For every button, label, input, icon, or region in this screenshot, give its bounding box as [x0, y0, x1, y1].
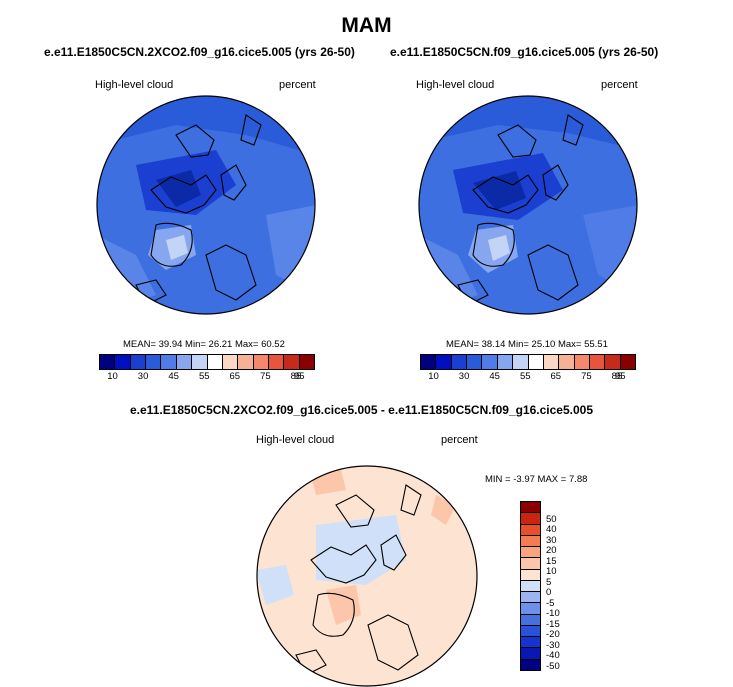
colorbar-swatch [521, 569, 540, 581]
panel-2-colorbar-labels: 10 30 45 55 65 75 85 95 [420, 371, 640, 383]
colorbar-swatch [521, 513, 540, 525]
colorbar-label: 50 [546, 513, 557, 525]
colorbar-swatch [521, 558, 540, 570]
colorbar-label: 75 [260, 371, 271, 382]
colorbar-swatch [161, 355, 177, 369]
colorbar-swatch [543, 355, 560, 369]
colorbar-label: 30 [458, 371, 470, 382]
colorbar-swatch [521, 603, 540, 615]
colorbar-label: -20 [546, 629, 560, 640]
panel-1-variable: High-level cloud [95, 79, 174, 91]
colorbar-label: 75 [581, 371, 592, 382]
colorbar-swatch [130, 355, 147, 369]
colorbar-label: 20 [546, 545, 557, 556]
colorbar-swatch [521, 524, 540, 536]
colorbar-swatch [238, 355, 254, 369]
panel-2-run-title: e.e11.E1850C5CN.f09_g16.cice5.005 (yrs 2… [390, 45, 659, 59]
colorbar-label: 85 [290, 371, 302, 382]
panel-1-colorbar [99, 354, 315, 370]
page-title: MAM [341, 14, 392, 37]
colorbar-swatch [521, 648, 540, 660]
colorbar-swatch [222, 355, 239, 369]
colorbar-swatch [521, 637, 540, 649]
colorbar-swatch [176, 355, 193, 369]
colorbar-label: 95 [615, 371, 626, 382]
colorbar-swatch [207, 355, 223, 369]
colorbar-label: 45 [168, 371, 179, 382]
panel-1-polar-map [96, 95, 316, 315]
colorbar-swatch [115, 355, 131, 369]
diff-colorbar [520, 501, 541, 671]
colorbar-label: -15 [546, 618, 560, 630]
panel-2-stats: MEAN= 38.14 Min= 25.10 Max= 55.51 [446, 339, 608, 350]
colorbar-label: 85 [611, 371, 623, 382]
colorbar-label: 30 [546, 534, 557, 546]
diff-variable: High-level cloud [256, 434, 335, 446]
colorbar-label: 40 [546, 524, 557, 535]
colorbar-swatch [521, 580, 540, 593]
colorbar-swatch [574, 355, 590, 369]
diff-title: e.e11.E1850C5CN.2XCO2.f09_g16.cice5.005 … [130, 403, 593, 417]
colorbar-swatch [284, 355, 300, 369]
colorbar-label: 95 [294, 371, 305, 382]
colorbar-swatch [482, 355, 498, 369]
colorbar-swatch [451, 355, 468, 369]
colorbar-label: -5 [546, 597, 555, 609]
colorbar-swatch [146, 355, 162, 369]
panel-1-colorbar-labels: 10 30 45 55 65 75 85 95 [99, 371, 319, 383]
colorbar-swatch [421, 355, 437, 369]
colorbar-swatch [513, 355, 529, 369]
colorbar-swatch [559, 355, 575, 369]
colorbar-label: 5 [546, 576, 552, 588]
colorbar-swatch [100, 355, 116, 369]
colorbar-swatch [521, 535, 540, 548]
panel-1-units: percent [279, 79, 316, 91]
colorbar-swatch [192, 355, 208, 369]
colorbar-label: 65 [550, 371, 562, 382]
colorbar-label: 10 [546, 566, 557, 577]
panel-1-stats: MEAN= 39.94 Min= 26.21 Max= 60.52 [123, 339, 285, 350]
colorbar-swatch [521, 502, 540, 514]
colorbar-swatch [605, 355, 621, 369]
panel-2-variable: High-level cloud [416, 79, 495, 91]
colorbar-label: -10 [546, 608, 560, 619]
colorbar-swatch [589, 355, 606, 369]
colorbar-label: -30 [546, 639, 560, 651]
colorbar-label: 30 [137, 371, 149, 382]
colorbar-label: 0 [546, 587, 552, 598]
colorbar-swatch [521, 614, 540, 626]
colorbar-label: 65 [229, 371, 241, 382]
colorbar-swatch [497, 355, 514, 369]
colorbar-label: 55 [198, 371, 210, 382]
panel-2-polar-map [418, 95, 638, 315]
panel-2-colorbar [420, 354, 636, 370]
colorbar-label: 55 [519, 371, 531, 382]
colorbar-swatch [521, 547, 540, 559]
diff-colorbar-labels: 50 40 30 20 15 10 5 0 -5 -10 -15 -20 -30 -40 -50 [546, 501, 576, 672]
colorbar-swatch [620, 355, 636, 369]
colorbar-swatch [467, 355, 483, 369]
colorbar-label: 15 [546, 555, 557, 567]
colorbar-swatch [253, 355, 269, 369]
colorbar-swatch [268, 355, 285, 369]
colorbar-label: -50 [546, 660, 560, 672]
colorbar-swatch [521, 625, 540, 638]
colorbar-label: 45 [489, 371, 500, 382]
colorbar-label: 10 [107, 371, 118, 382]
colorbar-swatch [521, 659, 540, 670]
diff-stats: MIN = -3.97 MAX = 7.88 [485, 474, 588, 485]
colorbar-swatch [436, 355, 452, 369]
colorbar-label: 10 [428, 371, 439, 382]
colorbar-swatch [528, 355, 544, 369]
colorbar-label: -40 [546, 650, 560, 661]
panel-2-units: percent [601, 79, 638, 91]
colorbar-swatch [299, 355, 315, 369]
colorbar-swatch [521, 592, 540, 604]
panel-1-run-title: e.e11.E1850C5CN.2XCO2.f09_g16.cice5.005 … [44, 45, 355, 59]
diff-polar-map [256, 465, 478, 687]
diff-units: percent [441, 434, 478, 446]
